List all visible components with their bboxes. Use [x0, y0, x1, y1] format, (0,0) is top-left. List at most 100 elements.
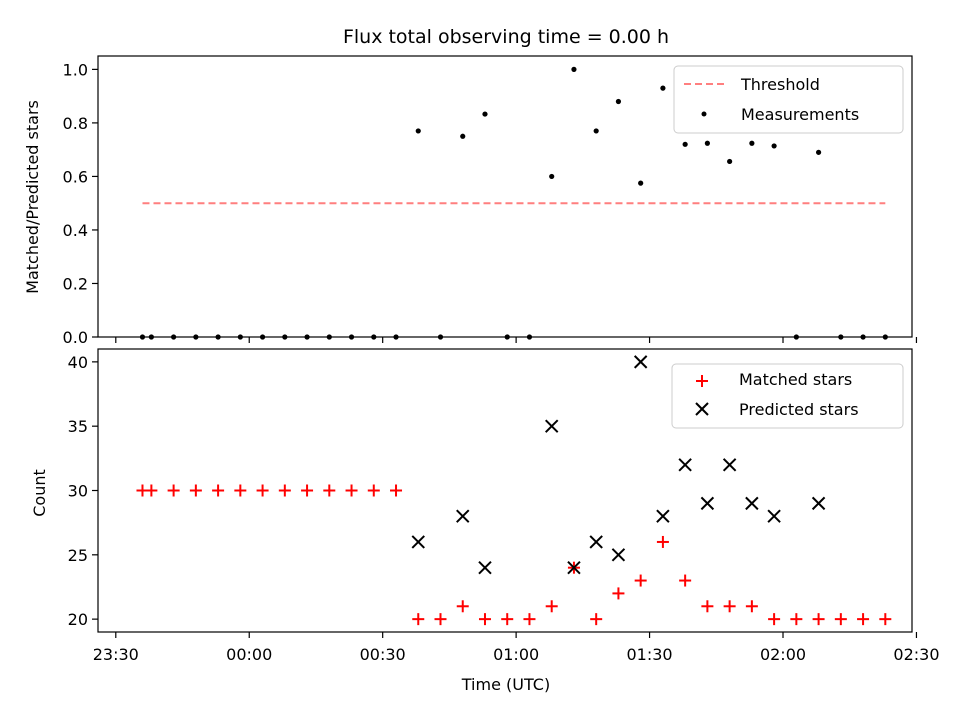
measurement-point [749, 140, 755, 146]
x-tick-label: 00:30 [360, 645, 406, 664]
ratio-panel: Flux total observing time = 0.00 h Match… [23, 26, 918, 347]
matched-stars-point [501, 613, 514, 626]
matched-stars-point [412, 613, 425, 626]
predicted-stars-point [656, 509, 670, 523]
predicted-stars-series [411, 355, 826, 575]
matched-stars-point [590, 613, 603, 626]
ratio-axis-ticks: 0.0 0.2 0.4 0.6 0.8 1.0 [63, 60, 918, 347]
chart-title: Flux total observing time = 0.00 h [343, 26, 669, 48]
measurement-point [615, 98, 622, 105]
ratio-y-axis-label: Matched/Predicted stars [23, 100, 42, 294]
predicted-stars-point [745, 496, 759, 511]
matched-stars-point [812, 613, 825, 626]
count-legend-box [671, 363, 904, 429]
matched-stars-point [723, 600, 736, 613]
matched-stars-point [323, 484, 336, 497]
matched-stars-point [367, 484, 380, 497]
y-tick-label: 25 [68, 546, 88, 565]
matched-stars-point [879, 613, 892, 626]
predicted-stars-point [611, 548, 626, 562]
predicted-stars-point [811, 496, 826, 511]
x-axis-label: Time (UTC) [461, 675, 550, 694]
matched-stars-point [212, 484, 225, 497]
matched-stars-point [612, 587, 625, 600]
predicted-stars-point [700, 496, 715, 511]
matched-stars-point [390, 484, 403, 497]
y-tick-label: 0.6 [63, 167, 88, 186]
matched-legend-swatch [696, 375, 708, 387]
predicted-stars-point [767, 509, 781, 523]
predicted-stars-point [633, 355, 648, 369]
x-tick-label: 02:30 [893, 645, 939, 664]
count-legend: Matched stars Predicted stars [671, 363, 904, 429]
measurement-point [727, 158, 733, 165]
matched-stars-point [234, 484, 247, 497]
matched-stars-point [857, 613, 870, 626]
measurement-point [660, 85, 666, 91]
y-tick-label: 0.0 [63, 328, 88, 347]
matched-legend-label: Matched stars [739, 370, 852, 389]
measurement-point [415, 128, 421, 134]
matched-stars-point [679, 574, 692, 587]
threshold-legend-label: Threshold [740, 75, 820, 94]
x-tick-label: 01:30 [627, 645, 673, 664]
matched-stars-point [545, 600, 558, 613]
matched-stars-point [434, 613, 447, 626]
y-tick-label: 0.8 [63, 114, 88, 133]
matched-stars-point [745, 600, 758, 613]
ratio-legend-box [673, 65, 904, 134]
ratio-legend: Threshold Measurements [673, 65, 904, 134]
measurement-point [460, 133, 466, 139]
predicted-stars-point [722, 458, 737, 472]
y-tick-label: 0.2 [63, 274, 88, 293]
y-tick-label: 40 [68, 353, 88, 372]
matched-stars-point [834, 613, 847, 626]
predicted-stars-point [456, 509, 470, 523]
ratio-plot-frame [97, 55, 913, 338]
measurement-point [549, 173, 555, 180]
measurement-point [482, 111, 488, 117]
x-tick-label: 01:00 [493, 645, 539, 664]
measurements-legend-swatch [701, 111, 707, 117]
measurement-point [593, 128, 599, 134]
matched-stars-point [167, 484, 180, 497]
x-tick-label: 02:00 [760, 645, 806, 664]
y-tick-label: 35 [68, 417, 88, 436]
matched-stars-point [768, 613, 781, 626]
predicted-stars-point [411, 535, 425, 549]
predicted-stars-point [589, 535, 603, 549]
count-y-axis-label: Count [30, 469, 49, 517]
x-tick-label: 23:30 [93, 645, 139, 664]
matched-stars-point [456, 600, 469, 613]
measurement-point [638, 180, 644, 186]
measurement-point [571, 66, 577, 72]
measurement-point [815, 149, 822, 155]
x-tick-label: 00:00 [226, 645, 272, 664]
matched-stars-point [278, 484, 291, 497]
predicted-stars-point [567, 560, 581, 575]
predicted-legend-label: Predicted stars [739, 400, 859, 419]
matched-stars-point [256, 484, 269, 497]
matched-stars-point [656, 535, 669, 548]
y-tick-label: 1.0 [63, 60, 88, 79]
matched-stars-point [701, 600, 714, 613]
y-tick-label: 30 [68, 482, 88, 501]
matched-stars-point [790, 613, 803, 626]
matched-stars-point [189, 484, 202, 497]
predicted-legend-swatch [695, 402, 709, 416]
predicted-stars-point [478, 560, 492, 575]
matched-stars-point [301, 484, 314, 497]
count-axis-ticks: 20 25 30 35 40 23:30 00:00 00:30 01:00 01:30 02:00… [68, 353, 940, 664]
predicted-stars-point [678, 458, 692, 472]
predicted-stars-point [544, 419, 559, 433]
matched-stars-point [345, 484, 358, 497]
measurement-point [771, 143, 777, 149]
matched-stars-point [145, 484, 158, 497]
y-tick-label: 0.4 [63, 221, 88, 240]
count-panel: Count Time (UTC) 20 25 30 35 40 23:30 00:00 00:… [30, 348, 940, 694]
measurements-legend-label: Measurements [741, 105, 859, 124]
count-plot-frame [97, 348, 913, 633]
y-tick-label: 20 [68, 610, 88, 629]
matched-stars-point [634, 574, 647, 587]
measurement-point [682, 141, 688, 147]
